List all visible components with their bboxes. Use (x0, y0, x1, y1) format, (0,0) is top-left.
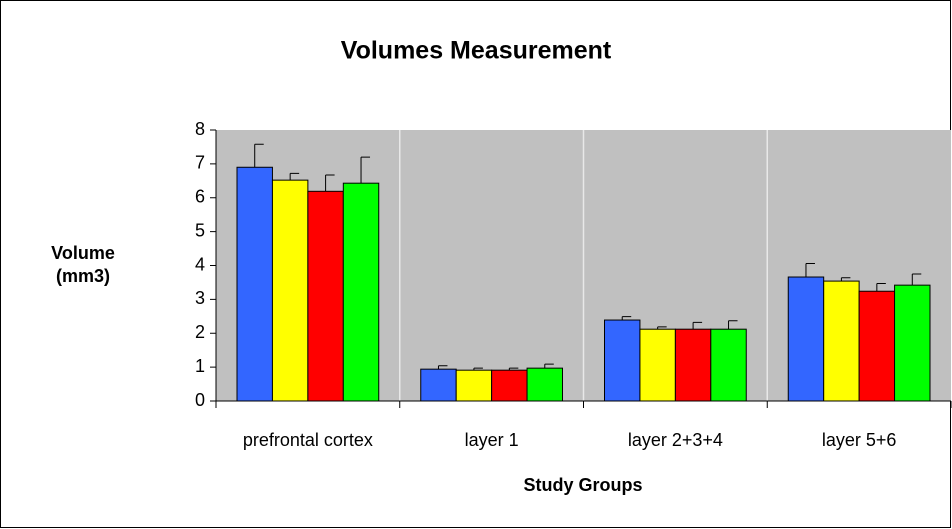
y-tick-label: 8 (195, 119, 205, 139)
y-axis-label: (mm3) (56, 266, 110, 286)
error-bar (840, 277, 851, 282)
error-bar (437, 365, 448, 370)
y-tick-label: 0 (195, 390, 205, 410)
bar (858, 290, 896, 402)
error-bar (544, 363, 554, 369)
bar (307, 190, 344, 402)
error-bar (325, 174, 335, 192)
y-tick-label: 1 (195, 356, 205, 376)
bar (710, 328, 747, 402)
y-tick-label: 6 (195, 187, 205, 207)
y-tick-label: 4 (195, 254, 205, 274)
bar (823, 280, 860, 402)
y-tick-label: 3 (195, 288, 205, 308)
error-bar (876, 282, 886, 292)
bar (236, 166, 273, 402)
y-tick-label: 5 (195, 220, 205, 240)
error-bar (473, 367, 483, 371)
bar (894, 284, 931, 402)
bar (526, 367, 563, 402)
y-tick-label: 2 (195, 322, 205, 342)
bar (674, 328, 712, 402)
bar (455, 369, 493, 402)
bar (491, 369, 528, 402)
bar (787, 276, 825, 402)
bar (604, 319, 641, 402)
x-tick-label: layer 1 (465, 430, 519, 450)
x-tick-label: layer 5+6 (822, 430, 897, 450)
bar (639, 328, 676, 402)
error-bar (360, 156, 371, 184)
error-bar (621, 316, 632, 321)
y-tick-label: 7 (195, 153, 205, 173)
x-tick-label: layer 2+3+4 (628, 430, 723, 450)
bar (271, 179, 309, 402)
error-bar (692, 321, 703, 330)
error-bar (657, 326, 667, 330)
error-bar (508, 367, 519, 371)
bar (342, 182, 380, 402)
x-tick-label: prefrontal cortex (243, 430, 373, 450)
error-bar (911, 273, 922, 286)
error-bar (289, 172, 300, 181)
bar (420, 368, 457, 402)
x-axis-label: Study Groups (523, 475, 642, 495)
error-bar (805, 262, 815, 278)
chart-title: Volumes Measurement (341, 37, 612, 65)
y-axis-label: Volume (51, 243, 115, 263)
error-bar (254, 143, 264, 168)
error-bar (728, 320, 738, 330)
